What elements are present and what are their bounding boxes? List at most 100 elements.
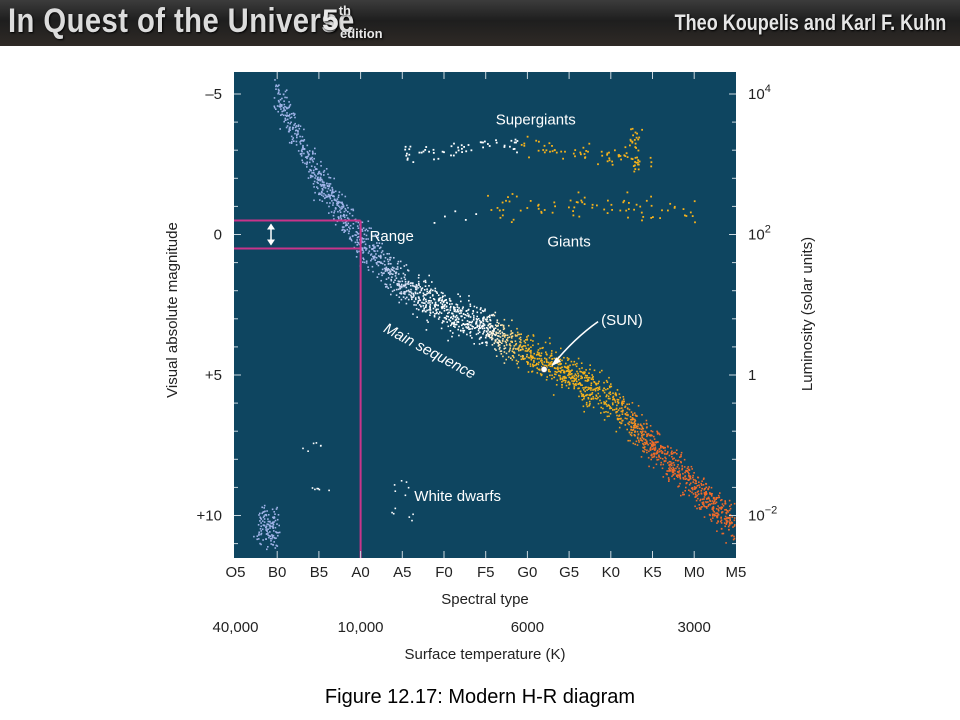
star-point bbox=[485, 341, 488, 343]
star-point bbox=[342, 215, 345, 217]
star-point bbox=[724, 518, 727, 520]
star-point bbox=[652, 442, 655, 445]
star-point bbox=[561, 384, 563, 386]
star-point bbox=[341, 205, 343, 208]
star-point bbox=[356, 250, 358, 252]
star-point bbox=[323, 169, 326, 172]
star-point bbox=[592, 378, 594, 381]
star-point bbox=[484, 140, 486, 143]
star-point bbox=[570, 370, 572, 372]
star-point bbox=[469, 331, 472, 333]
star-point bbox=[476, 325, 479, 327]
star-point bbox=[670, 452, 673, 454]
star-point bbox=[423, 297, 425, 299]
star-point bbox=[443, 320, 445, 323]
star-point bbox=[673, 467, 675, 470]
star-point bbox=[341, 226, 344, 228]
star-point bbox=[387, 268, 390, 270]
star-point bbox=[432, 307, 435, 310]
star-point bbox=[721, 499, 723, 501]
star-point bbox=[278, 105, 281, 108]
star-point bbox=[473, 305, 476, 308]
star-point bbox=[510, 337, 513, 339]
star-point bbox=[449, 309, 452, 311]
star-point bbox=[434, 301, 437, 304]
star-point bbox=[572, 214, 575, 217]
star-point bbox=[333, 210, 336, 212]
star-point bbox=[601, 369, 603, 372]
star-point bbox=[621, 411, 624, 413]
star-point bbox=[612, 403, 614, 406]
star-point bbox=[429, 296, 432, 299]
star-point bbox=[258, 514, 260, 516]
star-point bbox=[272, 535, 274, 537]
star-point bbox=[583, 153, 586, 155]
star-point bbox=[334, 190, 337, 193]
star-point bbox=[394, 275, 397, 277]
star-point bbox=[321, 200, 324, 202]
star-point bbox=[279, 106, 282, 108]
star-point bbox=[388, 269, 390, 271]
star-point bbox=[716, 497, 719, 499]
star-point bbox=[571, 375, 574, 378]
star-point bbox=[586, 380, 588, 382]
star-point bbox=[583, 397, 585, 400]
star-point bbox=[622, 409, 624, 412]
star-point bbox=[628, 421, 631, 423]
star-point bbox=[720, 522, 723, 524]
star-point bbox=[641, 219, 643, 222]
star-point bbox=[546, 376, 548, 378]
star-point bbox=[709, 492, 711, 494]
star-point bbox=[469, 303, 472, 306]
star-point bbox=[578, 395, 580, 398]
star-point bbox=[306, 166, 308, 168]
star-point bbox=[312, 153, 314, 155]
star-point bbox=[499, 329, 502, 332]
star-point bbox=[698, 507, 701, 509]
star-point bbox=[559, 363, 561, 366]
star-point bbox=[575, 384, 577, 386]
title-banner: In Quest of the Universe 5th edition The… bbox=[0, 0, 960, 46]
star-point bbox=[464, 324, 466, 326]
star-point bbox=[294, 122, 296, 125]
star-point bbox=[536, 353, 539, 355]
star-point bbox=[612, 398, 615, 400]
star-point bbox=[635, 136, 638, 139]
star-point bbox=[655, 463, 658, 466]
star-point bbox=[617, 400, 619, 403]
star-point bbox=[449, 330, 452, 332]
star-point bbox=[575, 365, 578, 368]
star-point bbox=[316, 168, 318, 170]
star-point bbox=[715, 501, 718, 504]
star-point bbox=[452, 318, 454, 320]
star-point bbox=[618, 426, 621, 429]
star-point bbox=[636, 156, 638, 159]
star-point bbox=[577, 374, 580, 377]
star-point bbox=[334, 223, 337, 226]
star-point bbox=[646, 433, 648, 435]
star-point bbox=[684, 214, 686, 217]
star-point bbox=[466, 327, 468, 329]
star-point bbox=[668, 480, 670, 482]
star-point bbox=[296, 134, 298, 137]
star-point bbox=[660, 463, 662, 466]
star-point bbox=[267, 534, 269, 536]
star-point bbox=[585, 369, 587, 371]
star-point bbox=[701, 501, 704, 504]
star-point bbox=[597, 163, 599, 166]
star-point bbox=[367, 252, 370, 254]
star-point bbox=[307, 155, 309, 158]
star-point bbox=[548, 142, 551, 145]
star-point bbox=[400, 480, 403, 482]
star-point bbox=[423, 309, 425, 311]
star-point bbox=[502, 340, 504, 342]
star-point bbox=[505, 199, 507, 202]
star-point bbox=[611, 160, 613, 163]
star-point bbox=[288, 115, 290, 117]
star-point bbox=[732, 526, 734, 528]
star-point bbox=[717, 514, 720, 516]
star-point bbox=[378, 242, 381, 244]
star-point bbox=[407, 289, 410, 292]
star-point bbox=[601, 154, 604, 157]
star-point bbox=[404, 293, 406, 295]
